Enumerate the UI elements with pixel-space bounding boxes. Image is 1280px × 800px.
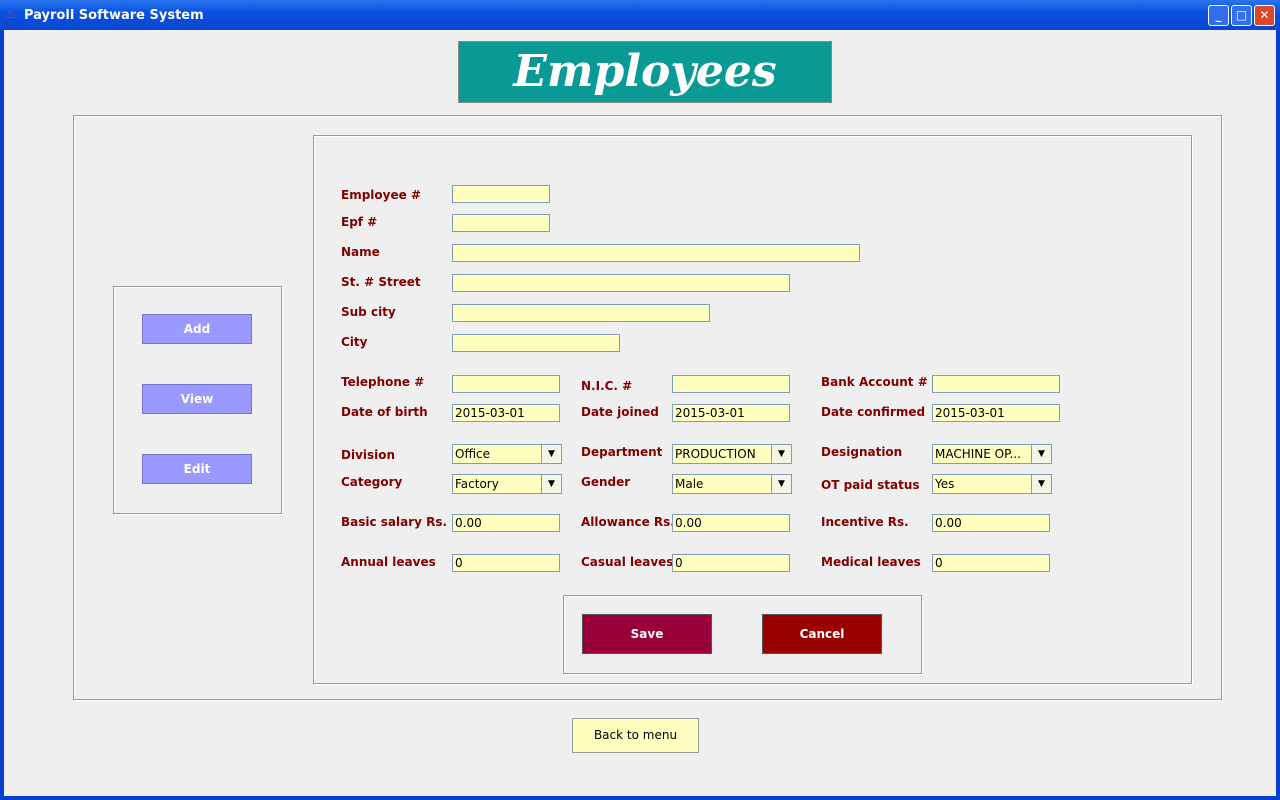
- designation-label: Designation: [821, 445, 903, 459]
- nic-label: N.I.C. #: [581, 379, 633, 393]
- employee-no-label: Employee #: [341, 188, 421, 202]
- outer-panel: [73, 115, 1222, 700]
- city-input[interactable]: [452, 334, 620, 352]
- add-button[interactable]: Add: [142, 314, 252, 344]
- department-dropdown[interactable]: PRODUCTION ▼: [672, 444, 792, 464]
- chevron-down-icon[interactable]: ▼: [541, 475, 561, 493]
- name-input[interactable]: [452, 244, 860, 262]
- division-label: Division: [341, 448, 396, 462]
- back-to-menu-button[interactable]: Back to menu: [572, 718, 699, 753]
- category-value: Factory: [455, 477, 499, 491]
- street-input[interactable]: [452, 274, 790, 292]
- medical-leaves-label: Medical leaves: [821, 555, 921, 569]
- date-joined-label: Date joined: [581, 405, 659, 419]
- maximize-button[interactable]: □: [1231, 5, 1252, 26]
- street-label: St. # Street: [341, 275, 421, 289]
- cancel-button[interactable]: Cancel: [762, 614, 882, 654]
- view-button[interactable]: View: [142, 384, 252, 414]
- designation-value: MACHINE OP...: [935, 447, 1021, 461]
- chevron-down-icon[interactable]: ▼: [1031, 445, 1051, 463]
- annual-leaves-input[interactable]: 0: [452, 554, 560, 572]
- telephone-input[interactable]: [452, 375, 560, 393]
- gender-label: Gender: [581, 475, 631, 489]
- gender-value: Male: [675, 477, 704, 491]
- ot-paid-status-label: OT paid status: [821, 478, 920, 492]
- bank-account-input[interactable]: [932, 375, 1060, 393]
- allowance-input[interactable]: 0.00: [672, 514, 790, 532]
- department-value: PRODUCTION: [675, 447, 756, 461]
- medical-leaves-input[interactable]: 0: [932, 554, 1050, 572]
- basic-salary-input[interactable]: 0.00: [452, 514, 560, 532]
- minimize-button[interactable]: _: [1208, 5, 1229, 26]
- sub-city-input[interactable]: [452, 304, 710, 322]
- window-title: Payroll Software System: [24, 8, 204, 23]
- category-label: Category: [341, 475, 403, 489]
- bank-account-label: Bank Account #: [821, 375, 928, 389]
- title-bar: ♨ Payroll Software System _ □ ✕: [0, 0, 1280, 30]
- date-confirmed-input[interactable]: 2015-03-01: [932, 404, 1060, 422]
- incentive-input[interactable]: 0.00: [932, 514, 1050, 532]
- sub-city-label: Sub city: [341, 305, 396, 319]
- java-app-icon: ♨: [5, 7, 16, 21]
- nic-input[interactable]: [672, 375, 790, 393]
- edit-button[interactable]: Edit: [142, 454, 252, 484]
- telephone-label: Telephone #: [341, 375, 425, 389]
- basic-salary-label: Basic salary Rs.: [341, 515, 448, 529]
- date-of-birth-input[interactable]: 2015-03-01: [452, 404, 560, 422]
- side-panel: [113, 286, 282, 514]
- ot-paid-status-value: Yes: [935, 477, 955, 491]
- chevron-down-icon[interactable]: ▼: [1031, 475, 1051, 493]
- form-panel: [313, 135, 1192, 684]
- gender-dropdown[interactable]: Male ▼: [672, 474, 792, 494]
- name-label: Name: [341, 245, 380, 259]
- ot-paid-status-dropdown[interactable]: Yes ▼: [932, 474, 1052, 494]
- division-dropdown[interactable]: Office ▼: [452, 444, 562, 464]
- epf-no-input[interactable]: [452, 214, 550, 232]
- casual-leaves-label: Casual leaves: [581, 555, 674, 569]
- annual-leaves-label: Annual leaves: [341, 555, 436, 569]
- division-value: Office: [455, 447, 491, 461]
- action-panel: [563, 595, 922, 674]
- city-label: City: [341, 335, 368, 349]
- save-button[interactable]: Save: [582, 614, 712, 654]
- chevron-down-icon[interactable]: ▼: [771, 475, 791, 493]
- allowance-label: Allowance Rs.: [581, 515, 675, 529]
- date-of-birth-label: Date of birth: [341, 405, 428, 419]
- department-label: Department: [581, 445, 663, 459]
- designation-dropdown[interactable]: MACHINE OP... ▼: [932, 444, 1052, 464]
- chevron-down-icon[interactable]: ▼: [541, 445, 561, 463]
- date-joined-input[interactable]: 2015-03-01: [672, 404, 790, 422]
- epf-no-label: Epf #: [341, 215, 378, 229]
- category-dropdown[interactable]: Factory ▼: [452, 474, 562, 494]
- employee-no-input[interactable]: [452, 185, 550, 203]
- casual-leaves-input[interactable]: 0: [672, 554, 790, 572]
- incentive-label: Incentive Rs.: [821, 515, 909, 529]
- page-title: Employees: [458, 41, 832, 103]
- date-confirmed-label: Date confirmed: [821, 405, 926, 419]
- close-button[interactable]: ✕: [1254, 5, 1275, 26]
- chevron-down-icon[interactable]: ▼: [771, 445, 791, 463]
